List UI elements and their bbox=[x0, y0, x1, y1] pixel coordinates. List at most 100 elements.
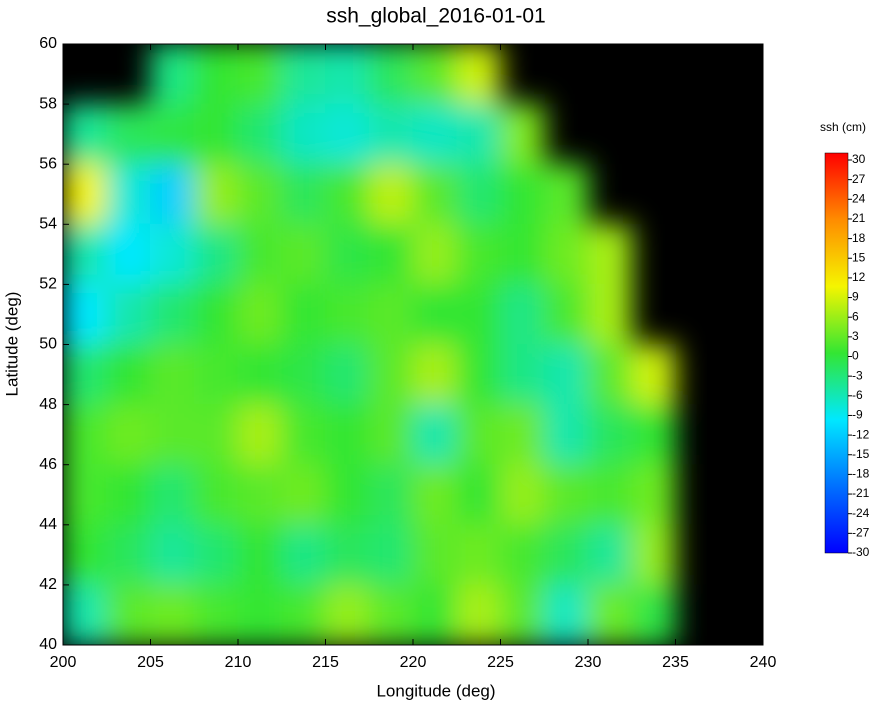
ssh-cell bbox=[237, 163, 283, 225]
ssh-cell bbox=[237, 44, 283, 105]
colorbar-tick-label: -27 bbox=[852, 526, 870, 540]
ssh-cell bbox=[63, 163, 108, 225]
ssh-cell bbox=[325, 223, 370, 285]
ssh-cell bbox=[150, 584, 195, 645]
ssh-cell bbox=[193, 524, 239, 586]
ssh-cell bbox=[412, 404, 458, 466]
ssh-cell bbox=[281, 464, 326, 526]
ssh-cell bbox=[587, 524, 633, 586]
ssh-cell bbox=[500, 584, 545, 645]
ssh-cell bbox=[412, 283, 458, 345]
ssh-cell bbox=[106, 163, 151, 225]
ssh-cell bbox=[456, 44, 501, 105]
ssh-cell bbox=[325, 524, 370, 586]
y-tick-label: 52 bbox=[39, 276, 57, 293]
ssh-cell bbox=[543, 404, 589, 466]
ssh-cell bbox=[368, 584, 414, 645]
ssh-cell bbox=[543, 524, 589, 586]
ssh-cell bbox=[150, 223, 195, 285]
ssh-cell bbox=[500, 524, 545, 586]
ssh-cell bbox=[237, 344, 283, 406]
ssh-cell bbox=[412, 44, 458, 105]
ssh-cell bbox=[500, 464, 545, 526]
colorbar-tick-label: -12 bbox=[852, 427, 870, 441]
ssh-cell bbox=[456, 223, 501, 285]
ssh-cell bbox=[325, 404, 370, 466]
ssh-cell bbox=[193, 584, 239, 645]
ssh-cell bbox=[412, 103, 458, 165]
x-tick-label: 200 bbox=[50, 654, 77, 671]
ssh-cell bbox=[237, 404, 283, 466]
x-tick-label: 215 bbox=[312, 654, 339, 671]
ssh-cell bbox=[412, 584, 458, 645]
x-tick-label: 240 bbox=[750, 654, 777, 671]
ssh-cell bbox=[587, 283, 633, 345]
ssh-cell bbox=[281, 44, 326, 105]
colorbar-tick-label: 6 bbox=[852, 309, 859, 323]
ssh-cell bbox=[456, 524, 501, 586]
colorbar-tick-label: -3 bbox=[852, 368, 863, 382]
colorbar-tick-label: -21 bbox=[852, 486, 870, 500]
ssh-cell bbox=[325, 44, 370, 105]
ssh-cell bbox=[237, 524, 283, 586]
ssh-cell bbox=[237, 584, 283, 645]
y-tick-label: 40 bbox=[39, 636, 57, 653]
ssh-cell bbox=[193, 44, 239, 105]
ssh-cell bbox=[106, 283, 151, 345]
ssh-cell bbox=[500, 344, 545, 406]
y-tick-label: 46 bbox=[39, 456, 57, 473]
ssh-cell bbox=[325, 283, 370, 345]
cells bbox=[63, 44, 676, 645]
x-tick-label: 225 bbox=[487, 654, 514, 671]
colorbar-tick-label: 3 bbox=[852, 329, 859, 343]
ssh-cell bbox=[368, 223, 414, 285]
ssh-cell bbox=[150, 283, 195, 345]
ssh-cell bbox=[63, 103, 108, 165]
ssh-cell bbox=[193, 283, 239, 345]
ssh-cell bbox=[368, 404, 414, 466]
ssh-cell bbox=[631, 404, 676, 466]
x-tick-label: 235 bbox=[662, 654, 689, 671]
ssh-cell bbox=[500, 404, 545, 466]
ssh-cell bbox=[281, 223, 326, 285]
ssh-cell bbox=[106, 404, 151, 466]
ssh-cell bbox=[63, 584, 108, 645]
ssh-cell bbox=[500, 283, 545, 345]
ssh-cell bbox=[106, 103, 151, 165]
colorbar-tick-label: 12 bbox=[852, 270, 866, 284]
ssh-cell bbox=[456, 344, 501, 406]
ssh-cell bbox=[150, 163, 195, 225]
ssh-cell bbox=[193, 344, 239, 406]
x-tick-label: 210 bbox=[225, 654, 252, 671]
ssh-cell bbox=[106, 524, 151, 586]
ssh-cell bbox=[325, 344, 370, 406]
ssh-cell bbox=[412, 524, 458, 586]
colorbar-label: ssh (cm) bbox=[820, 120, 866, 134]
ssh-cell bbox=[543, 464, 589, 526]
ssh-cell bbox=[281, 524, 326, 586]
ssh-cell bbox=[325, 584, 370, 645]
y-tick-label: 48 bbox=[39, 396, 57, 413]
ssh-cell bbox=[368, 103, 414, 165]
ssh-cell bbox=[193, 103, 239, 165]
ssh-cell bbox=[456, 464, 501, 526]
ssh-cell bbox=[281, 163, 326, 225]
y-axis-label: Latitude (deg) bbox=[2, 292, 21, 397]
y-tick-label: 56 bbox=[39, 155, 57, 172]
ssh-cell bbox=[412, 344, 458, 406]
y-tick-label: 58 bbox=[39, 95, 57, 112]
ssh-cell bbox=[631, 524, 676, 586]
ssh-cell bbox=[368, 524, 414, 586]
y-tick-label: 42 bbox=[39, 576, 57, 593]
ssh-cell bbox=[412, 223, 458, 285]
ssh-cell bbox=[587, 404, 633, 466]
x-tick-label: 205 bbox=[137, 654, 164, 671]
chart-title: ssh_global_2016-01-01 bbox=[326, 5, 546, 28]
colorbar-tick-label: 30 bbox=[852, 152, 866, 166]
ssh-cell bbox=[543, 223, 589, 285]
ssh-cell bbox=[193, 163, 239, 225]
ssh-cell bbox=[587, 464, 633, 526]
y-tick-label: 44 bbox=[39, 516, 57, 533]
ssh-cell bbox=[281, 283, 326, 345]
ssh-cell bbox=[281, 584, 326, 645]
